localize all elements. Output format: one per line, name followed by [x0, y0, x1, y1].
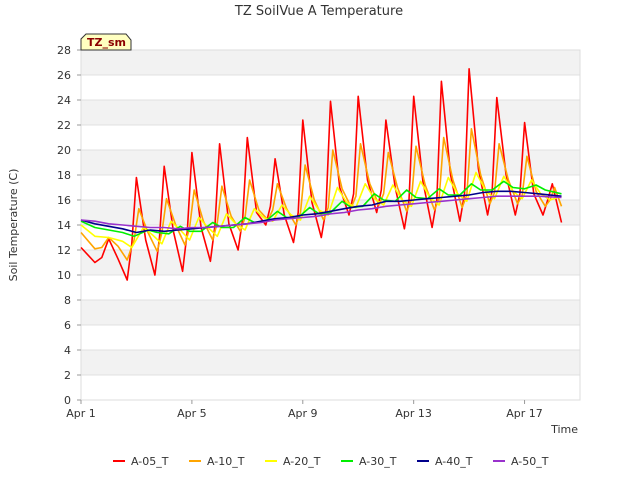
- series-line-a-10-t: [80, 128, 563, 261]
- x-tick-label: Apr 17: [506, 407, 543, 420]
- site-tag: TZ_sm: [80, 33, 132, 51]
- y-tick-label: 20: [57, 144, 71, 157]
- series-line-a-50-t: [80, 195, 562, 230]
- plot-band: [81, 75, 580, 100]
- x-tick-label: Apr 5: [177, 407, 207, 420]
- legend-label: A-05_T: [131, 455, 169, 468]
- legend-label: A-40_T: [435, 455, 473, 468]
- plot-background-bands: [81, 50, 580, 400]
- series-line-a-40-t: [80, 190, 562, 234]
- plot-band: [81, 275, 580, 300]
- legend: A-05_T A-10_T A-20_T A-30_T A-40_T A-50_T: [113, 455, 549, 468]
- y-tick-label: 16: [57, 194, 71, 207]
- y-tick-label: 10: [57, 269, 71, 282]
- y-tick-label: 14: [57, 219, 71, 232]
- y-tick-label: 18: [57, 169, 71, 182]
- plot-band: [81, 350, 580, 375]
- legend-label: A-20_T: [283, 455, 321, 468]
- x-tick-label: Apr 9: [288, 407, 318, 420]
- site-tag-box: [80, 33, 132, 51]
- plot-band: [81, 50, 580, 75]
- plot-band: [81, 125, 580, 150]
- plot-band: [81, 375, 580, 400]
- chart-title: TZ SoilVue A Temperature: [234, 4, 403, 19]
- y-tick-label: 22: [57, 119, 71, 132]
- y-tick-label: 24: [57, 94, 71, 107]
- series-lines: [80, 68, 563, 281]
- y-tick-label: 8: [64, 294, 71, 307]
- y-axis-label: Soil Temperature (C): [7, 169, 20, 282]
- y-tick-label: 28: [57, 44, 71, 57]
- x-axis-ticks: Apr 1 Apr 5 Apr 9 Apr 13 Apr 17: [66, 400, 543, 420]
- y-tick-label: 12: [57, 244, 71, 257]
- y-tick-label: 26: [57, 69, 71, 82]
- legend-label: A-30_T: [359, 455, 397, 468]
- x-tick-label: Apr 1: [66, 407, 96, 420]
- plot-band: [81, 250, 580, 275]
- site-tag-label: TZ_sm: [87, 36, 126, 49]
- legend-label: A-10_T: [207, 455, 245, 468]
- plot-band: [81, 300, 580, 325]
- y-tick-label: 6: [64, 319, 71, 332]
- y-tick-label: 2: [64, 369, 71, 382]
- y-tick-label: 0: [64, 394, 71, 407]
- legend-label: A-50_T: [511, 455, 549, 468]
- plot-band: [81, 325, 580, 350]
- series-line-a-05-t: [80, 68, 563, 281]
- y-tick-label: 4: [64, 344, 71, 357]
- x-axis-label: Time: [550, 423, 578, 436]
- x-tick-label: Apr 13: [395, 407, 432, 420]
